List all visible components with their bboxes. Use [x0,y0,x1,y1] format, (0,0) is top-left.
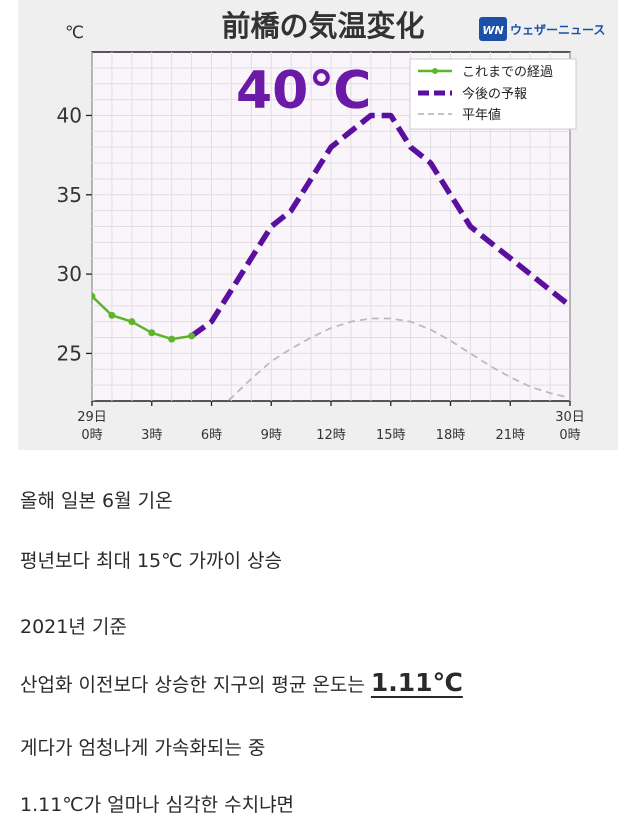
x-tick-label: 21時 [495,428,525,443]
x-tick-label: 0時 [81,428,102,443]
legend-label-forecast: 今後の予報 [462,86,527,102]
x-tick-label: 18時 [436,428,466,443]
legend: これまでの経過 今後の予報 平年値 [409,58,577,130]
x-tick-date: 29日 [77,410,107,425]
x-tick-date: 30日 [555,410,585,425]
y-tick-label: 30 [57,262,82,286]
observed-point [148,329,156,337]
observed-point [92,292,96,300]
y-tick-label: 25 [57,341,82,365]
y-tick-label: 40 [57,103,82,127]
y-tick-label: 35 [57,183,82,207]
post-line-1: 올해 일본 6월 기온 [20,490,173,512]
post-line-4-text: 산업화 이전보다 상승한 지구의 평균 온도는 [20,674,371,696]
legend-label-normal: 平年値 [462,107,501,123]
temperature-chart-panel: ℃ 前橋の気温変化 WN ウェザーニュース 25 30 35 40 29日 0時 3時 6時… [18,0,618,450]
weathernews-logo-icon [479,17,507,41]
weathernews-brand: ウェザーニュース [510,23,605,37]
x-tick-label: 15時 [376,428,406,443]
observed-point [128,318,136,326]
legend-marker-observed [432,68,438,74]
x-axis: 29日 0時 3時 6時 9時 12時 15時 18時 21時 30日 0時 [77,401,585,443]
observed-point [168,335,176,343]
weathernews-logo: WN ウェザーニュース [479,17,605,41]
weathernews-logo-mark: WN [482,24,503,37]
peak-annotation: 40℃ [236,61,371,121]
y-axis: 25 30 35 40 [57,103,92,365]
legend-label-observed: これまでの経過 [462,65,553,80]
post-line-5: 게다가 엄청나게 가속화되는 중 [20,737,266,759]
temperature-chart: ℃ 前橋の気温変化 WN ウェザーニュース 25 30 35 40 29日 0時 3時 6時… [57,9,606,443]
x-tick-label: 12時 [316,428,346,443]
x-tick-label: 9時 [261,428,282,443]
post-line-2: 평년보다 최대 15℃ 가까이 상승 [20,550,282,572]
series-layer [92,112,570,401]
post-line-4: 산업화 이전보다 상승한 지구의 평균 온도는 1.11℃ [20,668,620,697]
highlighted-temperature: 1.11℃ [370,668,463,697]
post-line-3: 2021년 기준 [20,616,127,638]
x-tick-label: 3時 [141,428,162,443]
series-line-normal [92,317,570,401]
series-line-forecast [189,112,570,339]
x-tick-label: 0時 [559,428,580,443]
chart-title: 前橋の気温変化 [221,9,424,43]
unit-label: ℃ [65,23,84,43]
x-tick-label: 6時 [201,428,222,443]
post-line-6: 1.11℃가 얼마나 심각한 수치냐면 [20,794,295,816]
observed-point [188,332,196,340]
observed-point [108,311,116,319]
grid [91,52,571,401]
